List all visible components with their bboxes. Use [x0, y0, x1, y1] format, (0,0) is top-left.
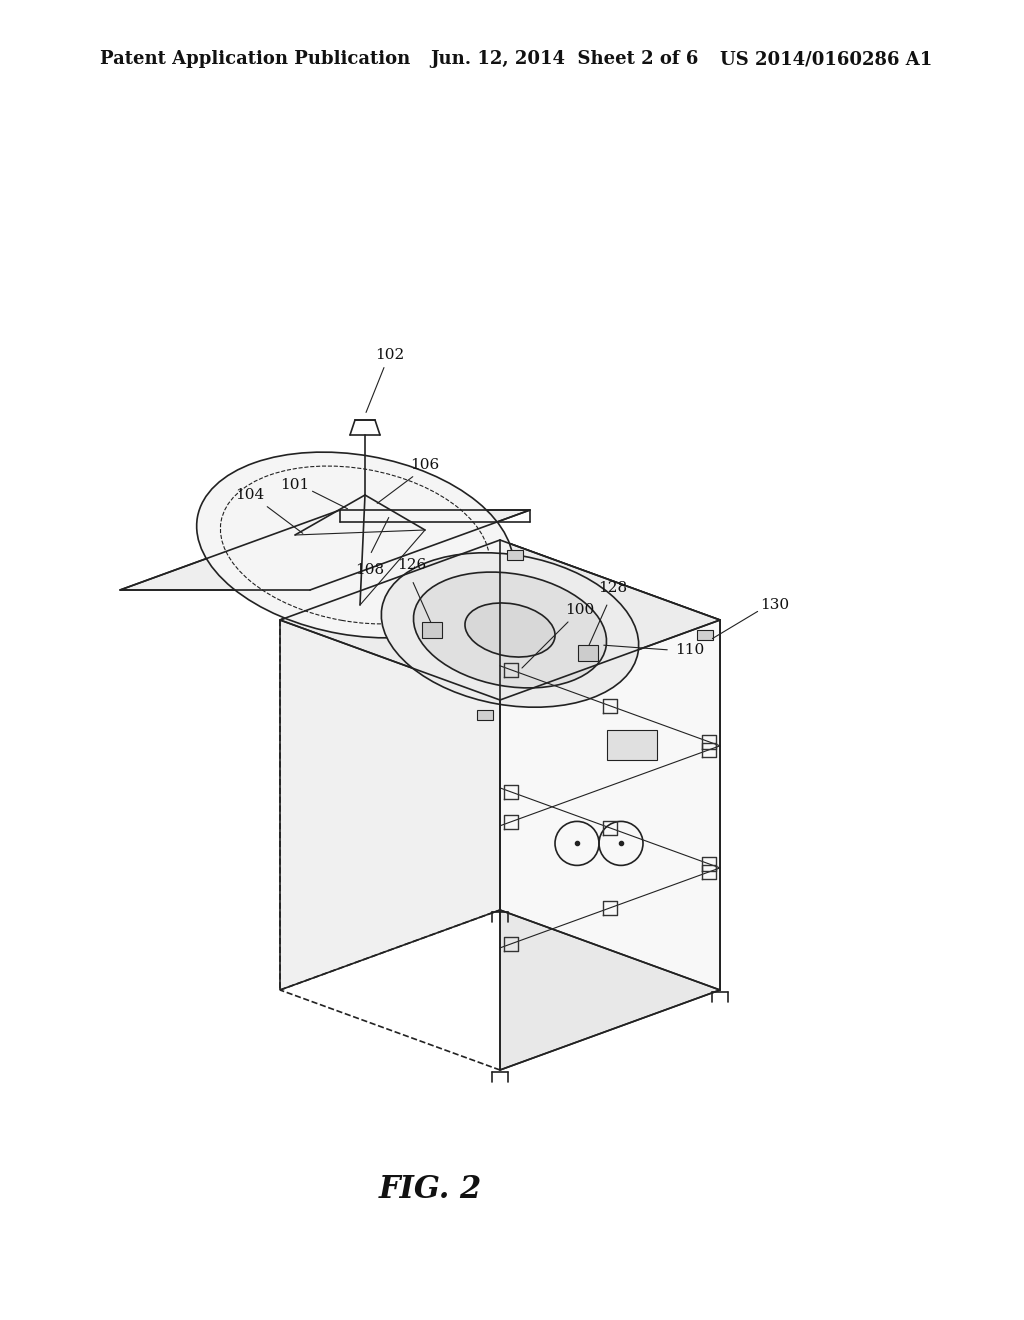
Polygon shape	[120, 510, 530, 590]
Text: 128: 128	[598, 581, 628, 594]
Text: 102: 102	[376, 348, 404, 362]
Polygon shape	[280, 540, 500, 990]
FancyBboxPatch shape	[607, 730, 657, 759]
Text: 130: 130	[761, 598, 790, 612]
Polygon shape	[500, 620, 720, 1071]
Ellipse shape	[381, 553, 639, 708]
Ellipse shape	[465, 603, 555, 657]
Bar	[477, 710, 493, 719]
Text: 126: 126	[397, 558, 427, 572]
Ellipse shape	[414, 572, 606, 688]
Text: Jun. 12, 2014  Sheet 2 of 6: Jun. 12, 2014 Sheet 2 of 6	[430, 50, 698, 69]
Text: FIG. 2: FIG. 2	[379, 1175, 481, 1205]
Polygon shape	[500, 540, 720, 990]
Text: 104: 104	[236, 488, 264, 502]
Bar	[507, 550, 523, 560]
Polygon shape	[280, 540, 720, 700]
Text: 101: 101	[281, 478, 309, 492]
Text: US 2014/0160286 A1: US 2014/0160286 A1	[720, 50, 932, 69]
Text: 108: 108	[355, 564, 385, 577]
Bar	[578, 644, 598, 660]
Text: Patent Application Publication: Patent Application Publication	[100, 50, 411, 69]
Bar	[697, 630, 713, 640]
Text: 100: 100	[565, 603, 595, 616]
Bar	[422, 622, 442, 638]
Ellipse shape	[197, 453, 513, 638]
Text: 106: 106	[411, 458, 439, 473]
Text: 110: 110	[676, 643, 705, 657]
